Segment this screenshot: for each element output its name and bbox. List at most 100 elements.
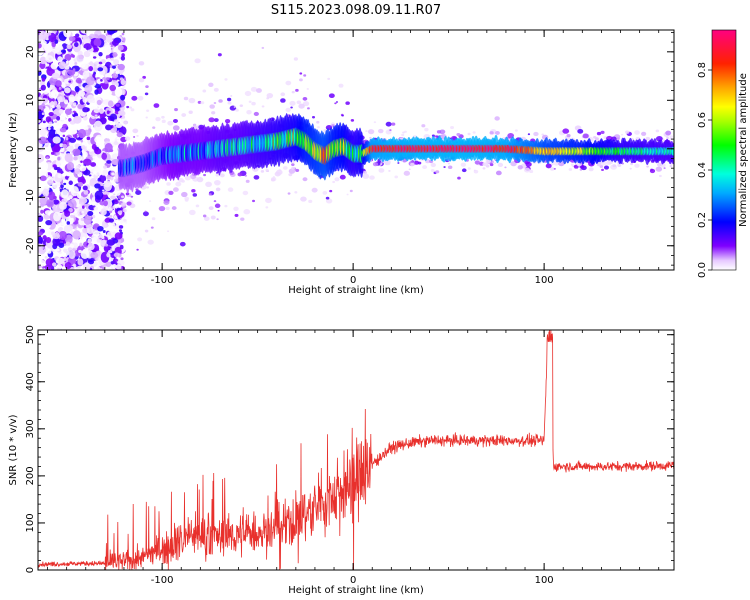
- spectrogram-cell: [149, 200, 152, 202]
- spectrogram-y-ticks: -20 -10 0 10 20: [25, 32, 674, 266]
- spectrogram-cell: [63, 99, 69, 105]
- spectrogram-cell: [138, 61, 145, 66]
- spectrogram-cell: [234, 213, 239, 217]
- spectrogram-cell: [39, 127, 47, 137]
- spectrogram-cell: [99, 174, 107, 184]
- spectrogram-cell: [634, 163, 640, 168]
- spectrogram-cell: [285, 80, 292, 86]
- spectrogram-cell: [75, 164, 81, 169]
- spectrogram-cell: [183, 96, 189, 101]
- spectrogram-cell: [95, 139, 104, 147]
- spectrogram-cell: [181, 113, 187, 117]
- snr-y-label: SNR (10 * v/v): [8, 414, 19, 485]
- spectrogram-cell: [81, 210, 85, 214]
- spectrogram-cell: [70, 53, 74, 58]
- spectrogram-cell: [596, 131, 602, 136]
- spectrogram-cell: [54, 120, 58, 123]
- spectrogram-cell: [111, 172, 115, 176]
- spectrogram-cell: [325, 198, 333, 204]
- spectrogram-cell: [96, 266, 101, 270]
- spectrogram-cell: [81, 213, 85, 218]
- spectrogram-cell: [378, 168, 385, 173]
- spectrogram-cell: [99, 108, 104, 114]
- spectrogram-cell: [391, 122, 396, 126]
- spectrogram-cell: [151, 217, 156, 221]
- colorbar-tick-label: 0.2: [697, 212, 708, 228]
- spectrogram-cell: [60, 49, 66, 54]
- spectrogram-cell: [168, 190, 174, 195]
- spectrogram-cell: [59, 148, 65, 153]
- spectrogram-cell: [68, 195, 73, 200]
- spectrogram-cell: [42, 106, 46, 109]
- spectrogram-cell: [108, 210, 113, 214]
- spectrogram-cell: [460, 162, 467, 167]
- spectrogram-cell: [167, 230, 170, 233]
- spectrogram-cell: [334, 177, 340, 182]
- spectrogram-cell: [122, 208, 127, 213]
- spectrogram-cell: [235, 108, 239, 112]
- spectrogram-cell: [408, 168, 411, 171]
- spectrogram-cell: [77, 181, 84, 187]
- spectrogram-cell: [70, 185, 79, 197]
- spectrogram-cell: [114, 87, 123, 97]
- spectrogram-cell: [80, 160, 83, 163]
- spectrogram-cell: [334, 102, 337, 105]
- spectrogram-cell: [38, 259, 46, 267]
- spectrogram-cell: [88, 174, 92, 177]
- spectrogram-cell: [629, 167, 632, 170]
- spectrogram-cell: [110, 195, 116, 200]
- spectrogram-cell: [73, 115, 82, 124]
- spectrogram-cell: [74, 86, 80, 93]
- spectrogram-cell: [66, 161, 75, 171]
- spectrogram-cell: [77, 79, 83, 84]
- spectrogram-cell: [55, 80, 62, 87]
- spectrogram-cell: [240, 217, 245, 221]
- spectrogram-cell: [634, 130, 640, 135]
- spectrogram-cell: [108, 250, 113, 254]
- spectrogram-cell: [106, 30, 116, 35]
- x-tick-label: -100: [151, 275, 174, 286]
- spectrogram-cell: [58, 251, 62, 254]
- spectrogram-cell: [59, 201, 67, 210]
- spectrogram-cell: [671, 146, 674, 156]
- spectrogram-cell: [110, 206, 114, 209]
- spectrogram-cell: [219, 173, 225, 178]
- spectrogram-cell: [62, 123, 68, 129]
- spectrogram-cell: [94, 114, 98, 117]
- spectrogram-cell: [545, 163, 552, 169]
- spectrogram-cell: [68, 180, 73, 186]
- spectrogram-cell: [52, 237, 61, 247]
- spectrogram-cell: [58, 86, 62, 90]
- spectrogram-cell: [45, 236, 52, 244]
- spectrogram-cell: [431, 134, 435, 137]
- spectrogram-cell: [67, 51, 72, 55]
- spectrogram-cell: [81, 205, 85, 209]
- spectrogram-cell: [50, 266, 55, 270]
- spectrogram-cell: [102, 169, 109, 176]
- snr-chart: -100 0 100 0 100 200 300 400 500 Height of stra…: [8, 325, 675, 596]
- spectrogram-cell: [50, 89, 59, 98]
- spectrogram-cell: [339, 174, 346, 180]
- spectrogram-cell: [553, 167, 556, 170]
- spectrogram-cell: [56, 248, 60, 252]
- spectrogram-cell: [100, 79, 103, 82]
- spectrogram-cell: [630, 162, 634, 166]
- spectrogram-cell: [117, 239, 122, 244]
- spectrogram-cell: [346, 193, 349, 196]
- spectrogram-cell: [167, 120, 174, 126]
- spectrogram-cell: [283, 166, 288, 170]
- spectrogram-cell: [142, 75, 146, 79]
- spectrogram-cell: [570, 163, 574, 166]
- spectrogram-cell: [120, 55, 126, 61]
- spectrogram-cell: [59, 127, 67, 133]
- spectrogram-cell: [71, 199, 76, 203]
- spectrogram-cell: [603, 165, 610, 170]
- spectrogram-cell: [112, 99, 117, 103]
- spectrogram-cell: [82, 48, 87, 52]
- spectrogram-cell: [103, 200, 108, 207]
- spectrogram-cell: [202, 89, 207, 93]
- spectrogram-cell: [65, 184, 70, 190]
- spectrogram-cell: [114, 232, 123, 240]
- spectrogram-cell: [121, 202, 127, 207]
- spectrogram-cell: [78, 83, 82, 87]
